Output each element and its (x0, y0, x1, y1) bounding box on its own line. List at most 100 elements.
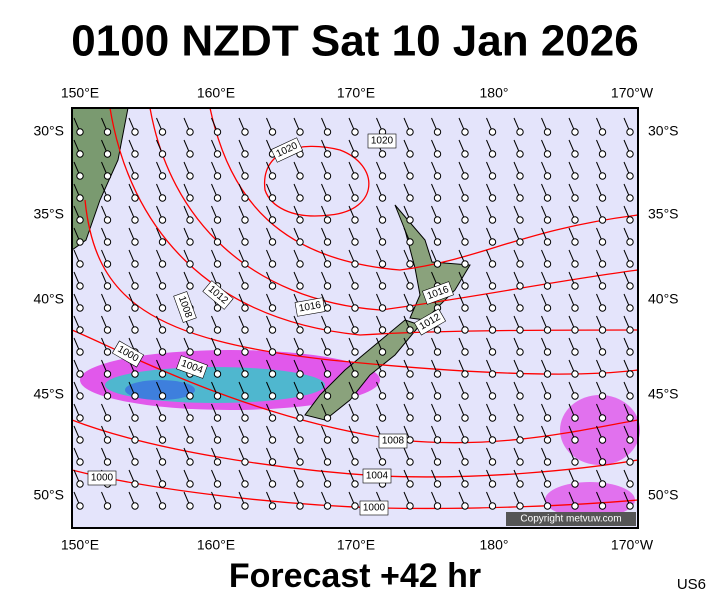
wind-station (76, 216, 84, 224)
wind-station (186, 172, 194, 180)
wind-station (571, 128, 579, 136)
wind-station (296, 458, 304, 466)
wind-station (241, 304, 249, 312)
isobar-label-box (173, 291, 197, 323)
wind-station (158, 348, 167, 356)
wind-station (323, 304, 332, 312)
wind-station (296, 282, 304, 290)
wind-station (598, 238, 607, 246)
wind-station (323, 502, 332, 510)
wind-station (516, 194, 524, 202)
wind-station (543, 304, 552, 312)
wind-station (76, 502, 84, 510)
lat-label: 35°S (648, 206, 679, 222)
wind-station (543, 194, 552, 202)
wind-station (241, 150, 249, 158)
wind-station (158, 128, 167, 136)
wind-station (433, 172, 442, 180)
wind-station (516, 216, 524, 224)
wind-station (76, 436, 84, 444)
isobar-label: 1004 (366, 471, 389, 482)
wind-station (433, 502, 442, 510)
wind-station (378, 238, 387, 246)
wind-station (488, 480, 497, 488)
wind-station (158, 216, 167, 224)
wind-station (433, 480, 442, 488)
wind-station (76, 326, 84, 334)
rain-area (545, 482, 635, 518)
lon-label: 150°E (61, 85, 99, 101)
wind-station (516, 172, 524, 180)
wind-station (598, 436, 607, 444)
wind-station (626, 282, 634, 290)
title: 0100 NZDT Sat 10 Jan 2026 (71, 17, 638, 66)
wind-station (433, 260, 442, 268)
wind-station (516, 502, 524, 510)
wind-station (76, 128, 84, 136)
isobar-label: 1008 (382, 436, 405, 447)
wind-station (543, 414, 552, 422)
wind-station (433, 414, 442, 422)
wind-station (103, 128, 112, 136)
lon-label: 170°E (337, 537, 375, 553)
wind-station (461, 150, 469, 158)
lat-label: 45°S (648, 386, 679, 402)
wind-station (241, 216, 249, 224)
wind-station (571, 282, 579, 290)
isobar-label-box (367, 133, 397, 149)
wind-station (296, 348, 304, 356)
wind-station (378, 282, 387, 290)
wind-station (488, 128, 497, 136)
wind-station (543, 150, 552, 158)
wind-station (213, 502, 222, 510)
wind-station (186, 282, 194, 290)
wind-station (433, 128, 442, 136)
lon-label: 160°E (197, 537, 235, 553)
wind-station (213, 414, 222, 422)
wind-station (241, 260, 249, 268)
wind-station (158, 370, 167, 378)
wind-station (378, 348, 387, 356)
wind-station (406, 304, 414, 312)
wind-station (241, 392, 249, 400)
wind-station (103, 502, 112, 510)
wind-station (296, 480, 304, 488)
wind-station (213, 150, 222, 158)
wind-station (186, 414, 194, 422)
wind-station (351, 480, 359, 488)
wind-station (131, 238, 139, 246)
wind-station (433, 348, 442, 356)
map-area (71, 107, 640, 518)
wind-station (378, 172, 387, 180)
wind-station (516, 260, 524, 268)
wind-station (213, 128, 222, 136)
wind-station (598, 172, 607, 180)
wind-station (351, 458, 359, 466)
wind-station (571, 172, 579, 180)
wind-station (598, 150, 607, 158)
rain-area (560, 395, 640, 465)
wind-station (571, 370, 579, 378)
wind-station (598, 194, 607, 202)
wind-station (76, 348, 84, 356)
wind-station (351, 260, 359, 268)
wind-station (213, 194, 222, 202)
wind-station (488, 150, 497, 158)
wind-station (378, 458, 387, 466)
wind-station (488, 348, 497, 356)
wind-station (433, 370, 442, 378)
wind-station (131, 150, 139, 158)
wind-station (158, 414, 167, 422)
wind-station (488, 414, 497, 422)
wind-station (461, 502, 469, 510)
isobar-label-group: 1004 (176, 355, 208, 379)
wind-station (488, 282, 497, 290)
wind-station (351, 502, 359, 510)
wind-station (103, 282, 112, 290)
wind-station (433, 238, 442, 246)
wind-station (543, 392, 552, 400)
wind-station (461, 458, 469, 466)
wind-station (406, 172, 414, 180)
wind-station (543, 260, 552, 268)
wind-station (268, 436, 277, 444)
